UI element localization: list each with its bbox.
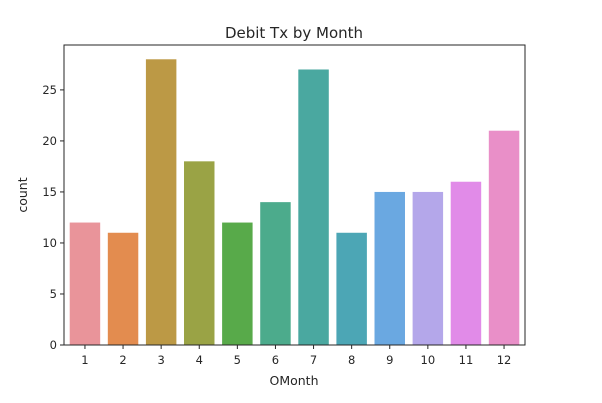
x-tick-label: 4: [196, 353, 203, 367]
bar-1: [69, 222, 101, 345]
x-tick-label: 6: [272, 353, 279, 367]
x-tick-label: 11: [459, 353, 474, 367]
y-tick-label: 0: [50, 338, 57, 352]
y-tick-label: 10: [42, 236, 57, 250]
y-tick-label: 5: [50, 287, 57, 301]
bar-4: [184, 161, 215, 345]
bar-8: [336, 232, 367, 345]
x-axis-label: OMonth: [269, 373, 318, 388]
x-tick-label: 10: [421, 353, 436, 367]
y-tick-label: 20: [42, 134, 57, 148]
chart-title: Debit Tx by Month: [225, 24, 363, 42]
bar-12: [488, 130, 520, 345]
x-tick-label: 12: [497, 353, 512, 367]
y-tick-label: 25: [42, 83, 57, 97]
plot-frame: [63, 44, 526, 346]
x-tick-label: 9: [386, 353, 393, 367]
bar-6: [260, 202, 291, 345]
y-axis: 0 5 10 15 20 25: [42, 83, 64, 352]
y-tick-label: 15: [42, 185, 57, 199]
x-tick-label: 2: [119, 353, 126, 367]
x-tick-label: 5: [234, 353, 241, 367]
x-tick-label: 1: [81, 353, 88, 367]
x-axis: 1 2 3 4 5 6 7 8 9 10 11 12: [81, 345, 511, 367]
bar-5: [222, 222, 253, 345]
x-tick-label: 8: [348, 353, 355, 367]
x-tick-label: 3: [157, 353, 164, 367]
bar-10: [412, 191, 444, 345]
x-tick-label: 7: [310, 353, 317, 367]
y-axis-label: count: [15, 177, 30, 212]
bar-2: [107, 232, 139, 345]
bar-9: [374, 191, 405, 345]
bars-group: [69, 59, 520, 346]
bar-3: [145, 59, 177, 345]
bar-7: [298, 69, 329, 346]
bar-11: [450, 181, 482, 345]
